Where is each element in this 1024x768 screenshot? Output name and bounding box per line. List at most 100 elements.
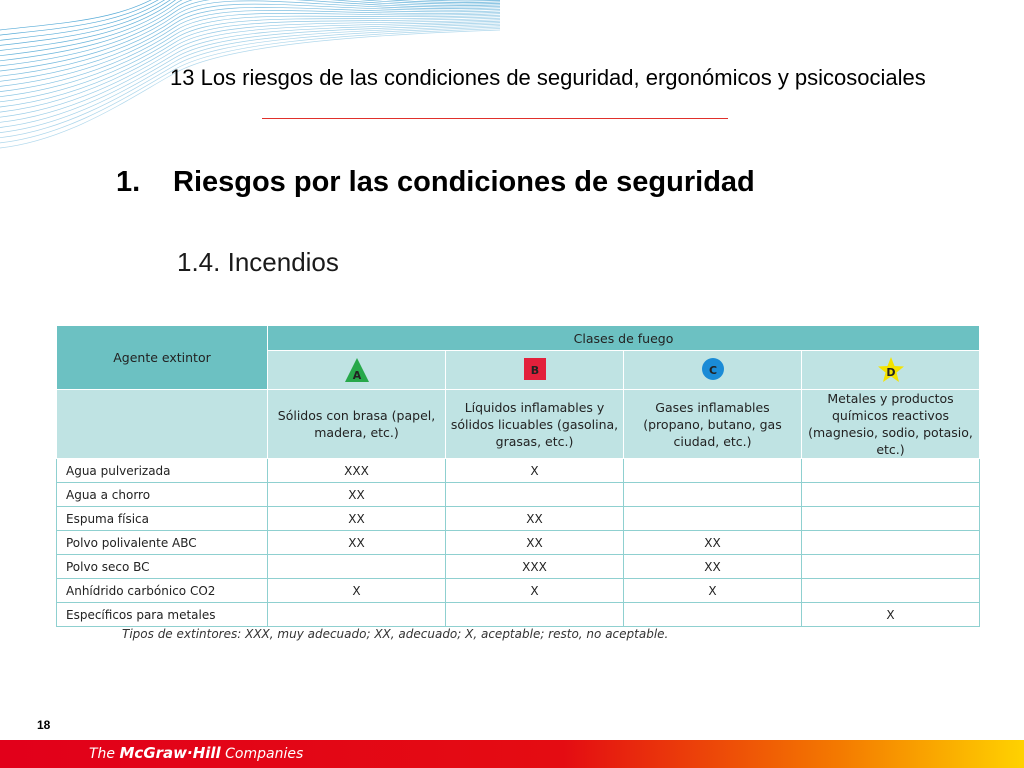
brand-name: McGraw·Hill <box>119 744 221 762</box>
agent-header: Agente extintor <box>56 325 268 390</box>
agent-name: Agua pulverizada <box>56 458 268 483</box>
wave-line <box>0 10 501 87</box>
rating-cell <box>623 458 802 483</box>
page-number: 18 <box>37 718 51 732</box>
rating-cell: X <box>623 578 802 603</box>
rating-cell <box>801 578 980 603</box>
class-a-description: Sólidos con brasa (papel, madera, etc.) <box>267 389 446 459</box>
wave-line <box>0 17 501 108</box>
wave-line <box>0 0 501 46</box>
rating-cell: X <box>267 578 446 603</box>
wave-line <box>0 3 501 77</box>
wave-line <box>0 0 166 41</box>
class-b-description: Líquidos inflamables y sólidos licuables… <box>445 389 624 459</box>
rating-cell: XXX <box>445 554 624 579</box>
wave-line <box>0 28 501 144</box>
section-title-text: Riesgos por las condiciones de seguridad <box>173 166 755 198</box>
class-d-star-icon: D <box>878 357 904 383</box>
rating-cell: X <box>445 458 624 483</box>
agent-name: Agua a chorro <box>56 482 268 507</box>
wave-lines-decoration <box>0 0 501 149</box>
rating-cell <box>267 602 446 627</box>
wave-line <box>0 19 501 113</box>
class-c-circle-icon: C <box>700 357 726 383</box>
table-row: Espuma física XX XX <box>56 506 980 531</box>
wave-line <box>0 14 501 98</box>
wave-line <box>0 16 501 103</box>
rating-cell: XX <box>445 530 624 555</box>
wave-line <box>0 22 501 123</box>
table-row: Anhídrido carbónico CO2 X X X <box>56 578 980 603</box>
rating-cell: XX <box>267 506 446 531</box>
wave-line <box>0 0 501 72</box>
wave-line <box>0 23 501 128</box>
rating-cell <box>801 530 980 555</box>
class-a-cell: A <box>267 350 446 390</box>
table-row: Agua a chorro XX <box>56 482 980 507</box>
agent-name: Específicos para metales <box>56 602 268 627</box>
section-number: 1. <box>116 166 141 198</box>
class-b-square-icon: B <box>522 357 548 383</box>
wave-line <box>0 0 159 36</box>
subsection-title: 1.4. Incendios <box>177 247 339 277</box>
class-d-description: Metales y productos químicos reactivos (… <box>801 389 980 459</box>
class-c-cell: C <box>623 350 802 390</box>
class-c-letter: C <box>708 363 718 377</box>
rating-cell <box>445 602 624 627</box>
table-row: Agua pulverizada XXX X <box>56 458 980 483</box>
class-d-cell: D <box>801 350 980 390</box>
publisher-logo: The McGraw·Hill Companies <box>89 744 303 762</box>
rating-cell <box>445 482 624 507</box>
rating-cell: XX <box>267 530 446 555</box>
slide-header: 13 Los riesgos de las condiciones de seg… <box>170 65 926 90</box>
brand-prefix: The <box>89 746 120 762</box>
table-row: Polvo polivalente ABC XX XX XX <box>56 530 980 555</box>
extinguisher-table: Agente extintor Clases de fuego A B C <box>56 325 980 627</box>
wave-line <box>0 26 501 139</box>
table-row: Específicos para metales X <box>56 602 980 627</box>
table-legend: Tipos de extintores: XXX, muy adecuado; … <box>122 627 669 641</box>
table-row: Polvo seco BC XXX XX <box>56 554 980 579</box>
wave-line <box>0 0 501 57</box>
rating-cell <box>801 554 980 579</box>
class-c-description: Gases inflamables (propano, butano, gas … <box>623 389 802 459</box>
class-b-cell: B <box>445 350 624 390</box>
agent-name: Espuma física <box>56 506 268 531</box>
brand-suffix: Companies <box>220 746 304 762</box>
footer-bar: The McGraw·Hill Companies <box>0 740 1024 768</box>
empty-header-cell <box>56 389 268 459</box>
classes-header: Clases de fuego <box>267 325 980 351</box>
rating-cell <box>267 554 446 579</box>
wave-line <box>0 0 501 51</box>
header-underline <box>262 118 728 119</box>
agent-name: Anhídrido carbónico CO2 <box>56 578 268 603</box>
rating-cell <box>801 458 980 483</box>
rating-cell: X <box>445 578 624 603</box>
rating-cell <box>623 482 802 507</box>
rating-cell: XX <box>445 506 624 531</box>
class-b-letter: B <box>530 363 540 377</box>
wave-line <box>0 0 501 67</box>
rating-cell <box>801 482 980 507</box>
wave-line <box>0 13 501 92</box>
agent-name: Polvo polivalente ABC <box>56 530 268 555</box>
agent-name: Polvo seco BC <box>56 554 268 579</box>
wave-line <box>0 20 501 118</box>
class-d-letter: D <box>886 365 896 379</box>
section-title: 1. Riesgos por las condiciones de segurid… <box>116 166 755 199</box>
class-a-triangle-icon: A <box>344 357 370 383</box>
rating-cell <box>801 506 980 531</box>
rating-cell: XX <box>623 554 802 579</box>
rating-cell: XX <box>267 482 446 507</box>
rating-cell: X <box>801 602 980 627</box>
class-a-letter: A <box>352 368 362 382</box>
wave-line <box>0 7 501 82</box>
rating-cell: XXX <box>267 458 446 483</box>
wave-line <box>0 25 501 133</box>
rating-cell <box>623 506 802 531</box>
wave-line <box>0 29 501 149</box>
rating-cell <box>623 602 802 627</box>
wave-line <box>0 0 501 62</box>
wave-line <box>0 0 152 31</box>
rating-cell: XX <box>623 530 802 555</box>
